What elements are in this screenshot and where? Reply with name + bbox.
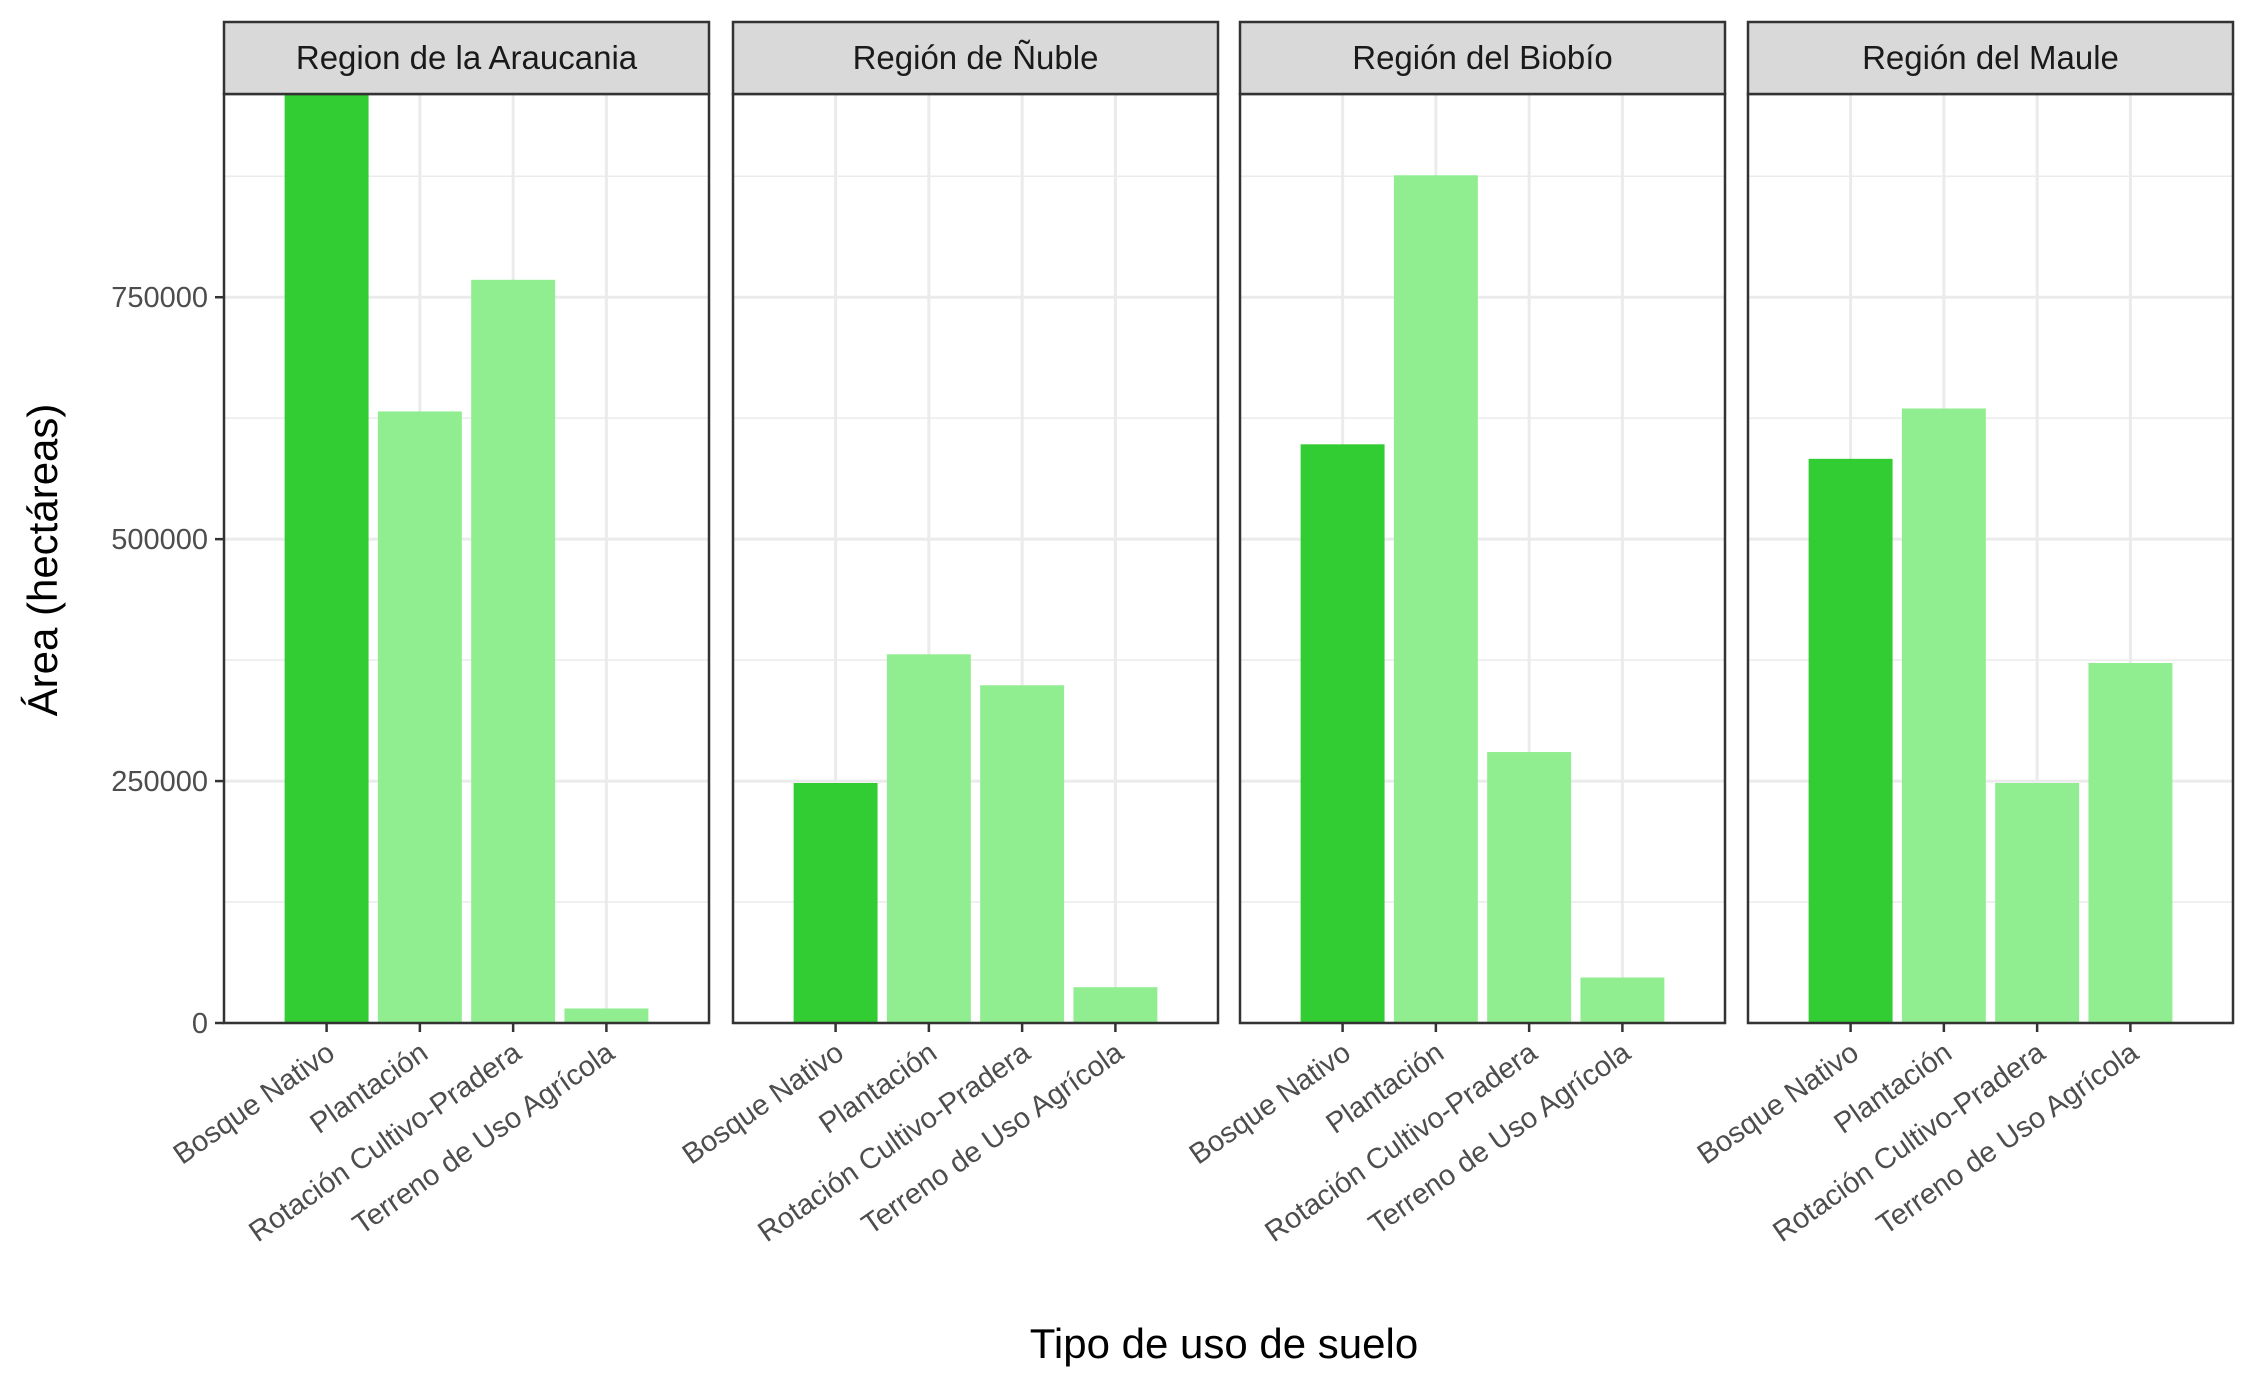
bar [886,654,971,1023]
bar [2088,663,2173,1023]
facet-strip-label: Region de la Araucania [296,39,638,76]
x-tick-label: Bosque Nativo [677,1037,850,1171]
bar [377,411,462,1023]
bar [1995,783,2080,1023]
bar [980,685,1065,1023]
bar [471,279,556,1023]
x-axis-title: Tipo de uso de suelo [1030,1320,1418,1367]
y-tick-label: 0 [192,1008,208,1040]
panels-layer: Region de la Araucania Región de Ñuble Reg… [222,20,2235,1025]
facet-strip [1238,20,1727,96]
bar [1300,444,1385,1023]
bar [1580,977,1665,1023]
bar [793,783,878,1023]
y-tick-label: 500000 [111,524,208,556]
bar [1073,987,1158,1023]
facet-strip [1746,20,2235,96]
bar [1901,408,1986,1023]
bar [1808,458,1893,1023]
panel: Región de Ñuble [731,20,1220,1025]
y-axis-title: Área (hectáreas) [19,404,66,717]
x-tick-label: Bosque Nativo [168,1037,341,1171]
facet-strip-label: Región del Maule [1862,39,2119,76]
panel: Region de la Araucania [222,20,711,1025]
x-tick-label: Bosque Nativo [1184,1037,1357,1171]
bar [1487,752,1572,1023]
y-tick-label: 250000 [111,766,208,798]
y-tick-label: 750000 [111,282,208,314]
y-axis: 0 250000 500000 750000 [111,282,224,1040]
x-tick-label: Bosque Nativo [1692,1037,1865,1171]
panel: Región del Biobío [1238,20,1727,1025]
bar [1393,175,1478,1024]
panel: Región del Maule [1746,20,2235,1025]
facet-strip-label: Región de Ñuble [853,39,1099,76]
facet-strip [731,20,1220,96]
bar [284,94,369,1023]
facet-strip [222,20,711,96]
facet-strip-label: Región del Biobío [1352,39,1613,76]
bar [564,1008,649,1023]
